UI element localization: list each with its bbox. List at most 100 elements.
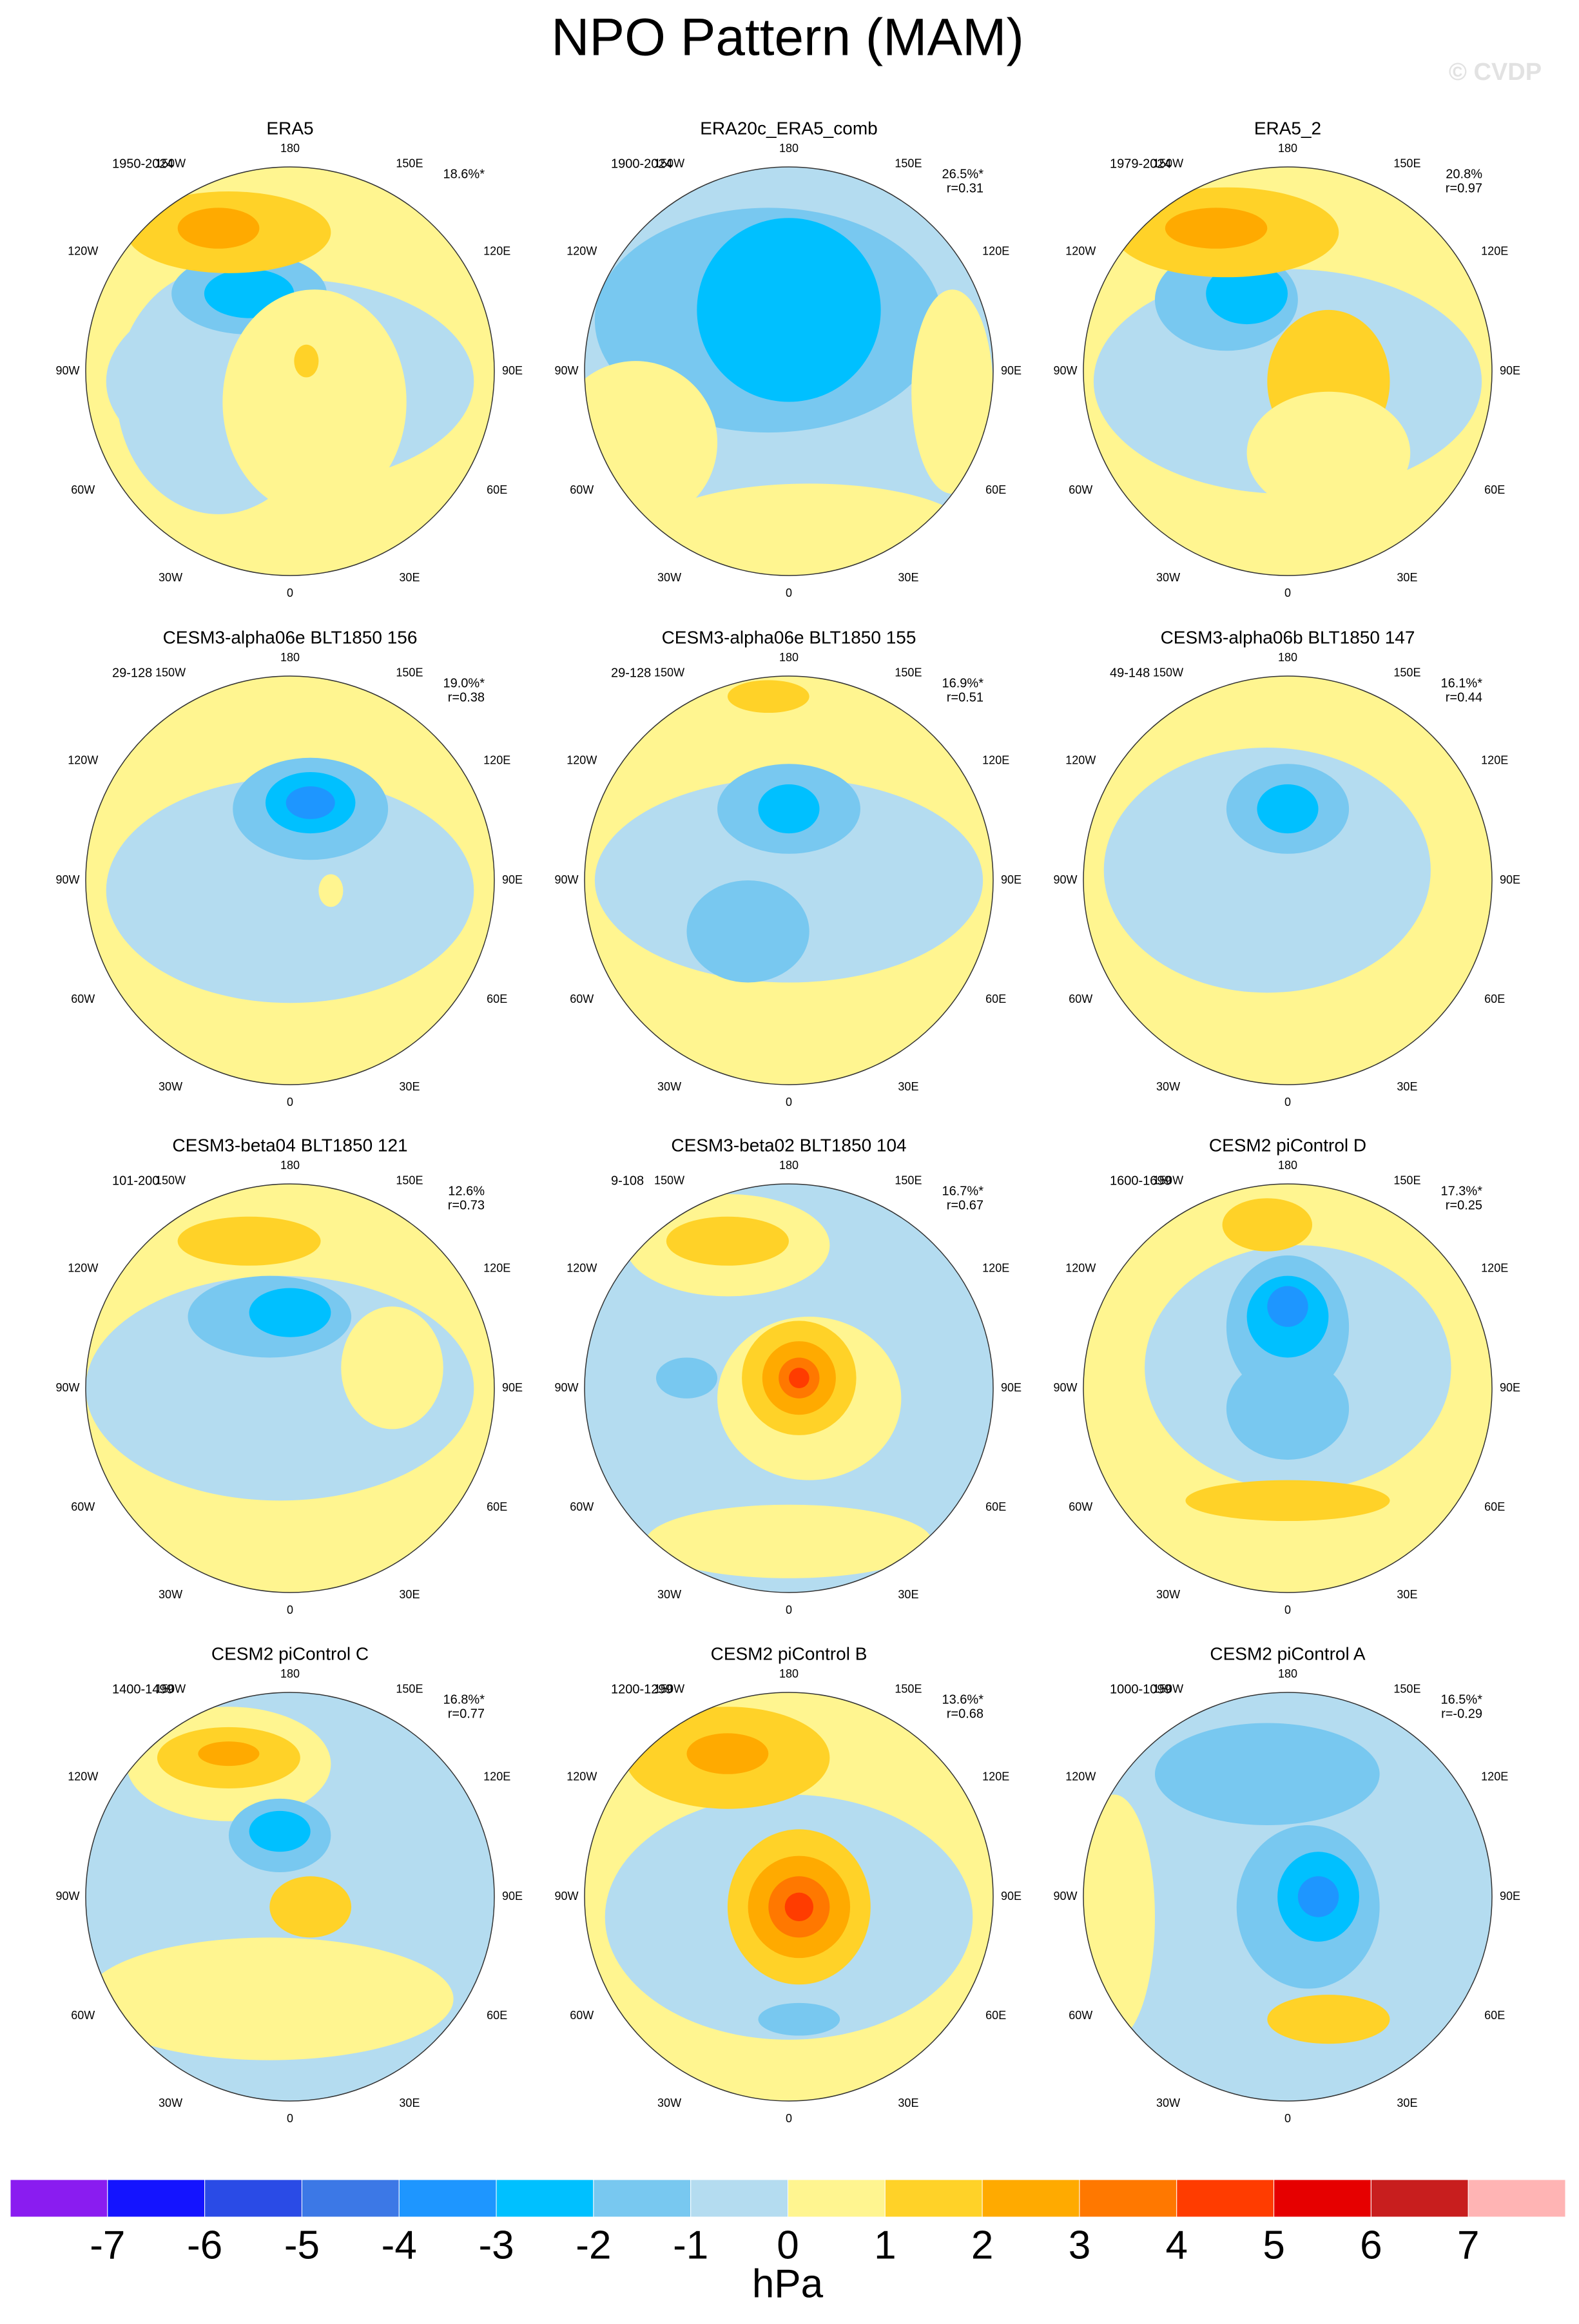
longitude-label: 60W	[1069, 483, 1092, 496]
longitude-label: 90W	[554, 873, 578, 886]
longitude-label: 90E	[502, 364, 523, 377]
longitude-label: 60E	[1484, 993, 1505, 1005]
longitude-label: 120E	[982, 1261, 1009, 1274]
field-contour	[1154, 1723, 1380, 1826]
longitude-label: 150W	[155, 1683, 186, 1696]
longitude-label: 120W	[1065, 753, 1096, 766]
longitude-label: 60W	[1069, 1500, 1092, 1513]
longitude-label: 60E	[1484, 483, 1505, 496]
longitude-label: 150E	[396, 666, 423, 679]
longitude-label: 30E	[898, 2096, 918, 2109]
map-panel: CESM3-alpha06e BLT1850 155 29-128 16.9%*r=…	[554, 627, 1022, 1108]
longitude-label: 30W	[159, 2096, 182, 2109]
longitude-label: 120W	[68, 244, 98, 257]
map-panel: CESM3-beta04 BLT1850 121 101-200 12.6%r=0.…	[55, 1135, 523, 1616]
longitude-label: 120E	[1481, 1770, 1508, 1783]
longitude-label: 90W	[1053, 873, 1077, 886]
longitude-label: 150E	[1393, 666, 1420, 679]
longitude-label: 180	[1278, 1159, 1297, 1172]
longitude-label: 30W	[657, 1080, 681, 1093]
longitude-label: 30W	[657, 2096, 681, 2109]
field-contour	[269, 1876, 352, 1938]
longitude-label: 90W	[55, 364, 79, 377]
panel-title: CESM2 piControl A	[1210, 1643, 1366, 1663]
colorbar-box	[593, 2179, 692, 2218]
longitude-label: 120W	[567, 244, 597, 257]
map-field	[1083, 167, 1492, 576]
field-contour	[1226, 1357, 1350, 1460]
longitude-label: 30W	[159, 571, 182, 584]
longitude-label: 150W	[1153, 157, 1183, 170]
map-outline	[85, 1692, 495, 2102]
panel-correlation: r=0.51	[947, 690, 983, 704]
panel-percent: 19.0%*	[443, 676, 485, 690]
longitude-label: 30W	[1156, 1080, 1180, 1093]
longitude-label: 90W	[554, 364, 578, 377]
field-contour	[666, 1216, 789, 1266]
map-panel: ERA5_2 1979-2024 20.8%r=0.97 180 150E 120E 90E…	[1053, 118, 1520, 599]
panel-period: 1400-1499	[112, 1682, 174, 1696]
longitude-label: 60W	[570, 993, 594, 1005]
map-outline	[1083, 1692, 1493, 2102]
longitude-label: 30E	[1397, 571, 1417, 584]
longitude-label: 120W	[1065, 244, 1096, 257]
longitude-label: 120E	[1481, 244, 1508, 257]
longitude-label: 90W	[1053, 1381, 1077, 1394]
longitude-label: 150W	[654, 157, 684, 170]
map-outline	[1083, 166, 1493, 576]
longitude-label: 30E	[898, 571, 918, 584]
longitude-label: 90E	[1500, 1381, 1520, 1394]
panel-title: CESM2 piControl C	[211, 1643, 369, 1663]
panel-percent: 26.5%*	[942, 167, 984, 181]
field-contour	[1185, 1480, 1390, 1522]
map-outline	[85, 1183, 495, 1593]
longitude-label: 180	[1278, 142, 1297, 155]
longitude-label: 120W	[68, 1770, 98, 1783]
longitude-label: 60W	[570, 2009, 594, 2022]
colorbar-box	[1274, 2179, 1371, 2218]
colorbar-box	[1370, 2179, 1469, 2218]
longitude-label: 120E	[1481, 753, 1508, 766]
longitude-label: 120W	[567, 1261, 597, 1274]
field-contour	[222, 289, 407, 514]
longitude-label: 150W	[155, 1174, 186, 1187]
field-contour	[1297, 1876, 1339, 1917]
panel-percent: 12.6%	[448, 1184, 485, 1198]
longitude-label: 30E	[1397, 1080, 1417, 1093]
panel-period: 1600-1699	[1110, 1174, 1172, 1188]
colorbar-box	[982, 2179, 1080, 2218]
longitude-label: 150E	[1393, 1683, 1420, 1696]
field-contour	[758, 784, 820, 834]
panel-percent: 18.6%*	[443, 167, 485, 181]
panel-correlation: r=-0.29	[1441, 1707, 1482, 1721]
longitude-label: 180	[779, 1667, 799, 1680]
longitude-label: 60E	[487, 2009, 507, 2022]
colorbar-label: 0	[777, 2223, 799, 2267]
longitude-label: 0	[786, 1603, 792, 1616]
longitude-label: 90E	[1001, 1381, 1022, 1394]
longitude-label: 180	[280, 1159, 300, 1172]
map-field	[86, 1692, 494, 2101]
longitude-label: 180	[1278, 651, 1297, 664]
field-contour	[249, 1810, 311, 1852]
longitude-label: 120E	[483, 1261, 510, 1274]
colorbar-box	[884, 2179, 983, 2218]
longitude-label: 30W	[159, 1588, 182, 1601]
colorbar-box	[204, 2179, 302, 2218]
map-outline	[85, 675, 495, 1085]
map-field	[585, 676, 993, 1085]
field-contour	[784, 1892, 814, 1922]
longitude-label: 30E	[399, 2096, 420, 2109]
panel-title: CESM3-alpha06b BLT1850 147	[1161, 627, 1415, 647]
panel-percent: 16.7%*	[942, 1184, 984, 1198]
colorbar-label: -7	[90, 2223, 125, 2267]
panel-percent: 13.6%*	[942, 1692, 984, 1707]
longitude-label: 0	[1284, 586, 1291, 599]
colorbar-box	[1079, 2179, 1177, 2218]
field-contour	[789, 1368, 809, 1388]
colorbar-box	[1468, 2179, 1566, 2218]
panel-period: 1979-2024	[1110, 157, 1172, 171]
longitude-label: 30E	[399, 1080, 420, 1093]
map-panel: ERA20c_ERA5_comb 1900-2024 26.5%*r=0.31 180…	[554, 118, 1022, 599]
field-contour	[1083, 1794, 1155, 2040]
